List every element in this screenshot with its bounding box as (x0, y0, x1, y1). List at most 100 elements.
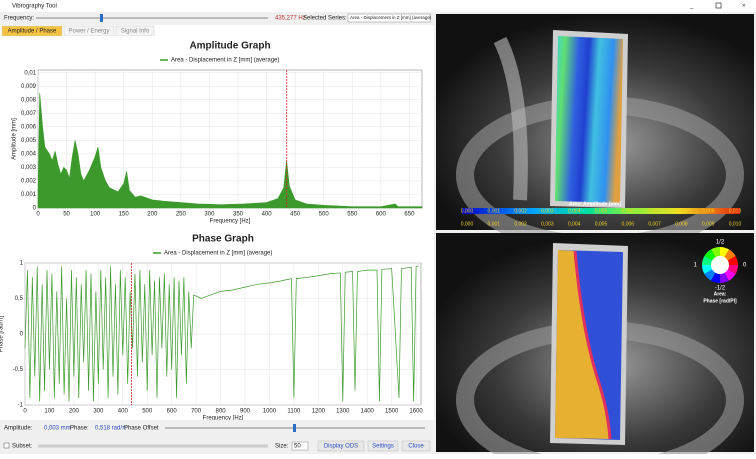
amplitude-label: Amplitude: (4, 426, 33, 432)
colorbar-label: 0,009 (702, 208, 715, 214)
frequency-value: 435,277 Hz (275, 16, 306, 22)
graph-title: Phase Graph (192, 234, 254, 245)
x-tick-label: 200 (69, 409, 80, 415)
amplitude-value: 0,003 mm (44, 426, 71, 432)
x-tick-label: 450 (290, 212, 301, 218)
y-axis-label: Amplitude [mm] (12, 118, 18, 160)
colorbar-label: 0,010 (729, 221, 742, 227)
colorbar (462, 208, 740, 214)
wheel-hole (711, 256, 729, 274)
y-tick-label: 1 (20, 261, 24, 267)
y-tick-label: 0,5 (15, 296, 24, 302)
series-dropdown[interactable] (347, 13, 431, 23)
colorbar-label: 0,003 (541, 208, 554, 214)
button[interactable] (367, 440, 399, 452)
y-tick-label: 0,007 (21, 111, 37, 117)
x-tick-label: 1300 (336, 409, 350, 415)
x-tick-label: 150 (119, 212, 130, 218)
size-label: Size: (275, 444, 289, 450)
phase-boundary (573, 250, 612, 440)
amplitude-map (555, 36, 623, 203)
button-label: Close (408, 444, 424, 450)
colorbar-labels: 0,000 0,000 0,001 0,001 0,002 0,002 0,003 0,003… (461, 208, 742, 227)
y-tick-label: 0,009 (21, 84, 37, 90)
x-tick-label: 650 (404, 212, 415, 218)
frequency-thumb[interactable] (100, 14, 103, 22)
x-tick-label: 500 (319, 212, 330, 218)
phase-offset-thumb[interactable] (293, 424, 296, 432)
x-tick-label: 1500 (385, 409, 399, 415)
amplitude-area (37, 92, 423, 209)
legend-label: Area - Displacement in Z [mm] (average) (171, 58, 279, 64)
size-input[interactable] (291, 441, 309, 451)
colorbar-label: 0,006 (622, 208, 635, 214)
x-tick-label: 300 (93, 409, 104, 415)
colorbar-label: 0,007 (648, 221, 661, 227)
colorbar-label: 0,004 (568, 221, 581, 227)
button[interactable] (401, 440, 431, 452)
subset-checkbox[interactable] (3, 442, 10, 449)
x-tick-label: 0 (36, 212, 40, 218)
colorbar-label: 0,007 (648, 208, 661, 214)
y-tick-label: -1 (18, 403, 24, 409)
button-label: Settings (372, 444, 394, 450)
phase-line (24, 265, 419, 402)
y-tick-label: 0 (33, 206, 37, 212)
close-window[interactable]: × (742, 4, 746, 10)
colorbar-label: 0,002 (514, 221, 527, 227)
minimize[interactable]: _ (689, 4, 694, 10)
button[interactable] (317, 440, 365, 452)
wheel-left: 1 (694, 263, 698, 269)
colorbar-label: 0,000 (461, 221, 474, 227)
colorbar-label: 0,006 (622, 221, 635, 227)
phase-value: 0,518 rad/π (95, 426, 126, 432)
phase-label: Phase: (70, 426, 89, 432)
wheel-top: 1/2 (716, 240, 725, 246)
wheel-bottom: -1/2 (715, 286, 726, 292)
colorbar-title: Area: Amplitude [mm] (569, 201, 621, 207)
x-tick-label: 350 (233, 212, 244, 218)
phase-offset-label: Phase Offset (124, 426, 159, 432)
x-tick-label: 200 (147, 212, 158, 218)
tab-label: Signal Info (121, 29, 150, 35)
x-axis-label: Frequency [Hz] (203, 416, 244, 422)
color-wheel (702, 247, 738, 283)
y-tick-label: 0 (20, 332, 24, 338)
buttons: Display ODS Settings Close (317, 440, 431, 452)
y-tick-label: 0,008 (21, 97, 37, 103)
y-tick-label: 0,003 (21, 165, 37, 171)
series-label: Selected Series: (303, 16, 347, 22)
colorbar-label: 0,001 (488, 221, 501, 227)
colorbar-label: 0,008 (675, 208, 688, 214)
x-tick-label: 800 (216, 409, 227, 415)
colorbar-label: 0,004 (568, 208, 581, 214)
colorbar-label: 0,005 (595, 221, 608, 227)
amplitude-graph: Amplitude Graph Area - Displacement in Z … (12, 41, 423, 225)
y-tick-label: 0,002 (21, 179, 37, 185)
maximize[interactable] (715, 2, 722, 9)
phase-graph: Phase Graph Area - Displacement in Z [mm]… (0, 234, 423, 422)
phase-map-region (555, 250, 610, 439)
series-value: Area - Displacement in Z [mm] (average) (350, 15, 432, 20)
x-tick-label: 400 (118, 409, 129, 415)
y-tick-label: 0,001 (21, 192, 37, 198)
y-tick-label: 0,01 (24, 70, 36, 76)
frame-shape (493, 36, 528, 201)
x-tick-label: 100 (44, 409, 55, 415)
frequency-label: Frequency: (4, 16, 34, 22)
colorbar-label: 0,009 (702, 221, 715, 227)
tab-label: Amplitude / Phase (8, 29, 57, 35)
x-axis-label: Frequency [Hz] (210, 219, 251, 225)
x-tick-label: 1600 (409, 409, 423, 415)
x-tick-label: 1100 (287, 409, 301, 415)
x-tick-label: 500 (142, 409, 153, 415)
y-tick-label: 0,004 (21, 151, 37, 157)
graph-title: Amplitude Graph (189, 41, 270, 52)
tab-label: Power / Energy (68, 29, 109, 35)
phase-view-title: Area: (714, 291, 727, 297)
colorbar-label: 0,010 (729, 208, 742, 214)
y-axis-label: Phase [rad/π] (0, 315, 5, 352)
x-tick-label: 50 (63, 212, 70, 218)
window-title: Vibrography Tool (12, 4, 57, 10)
